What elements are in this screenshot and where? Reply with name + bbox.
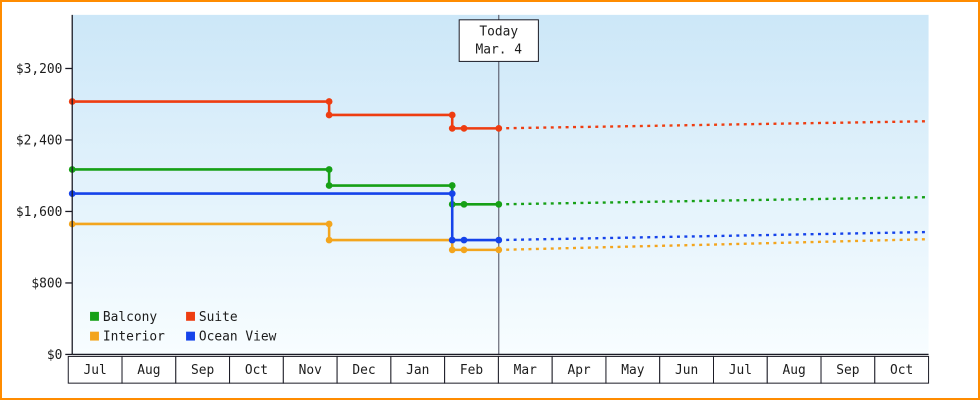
- data-point: [495, 246, 503, 254]
- data-point: [325, 98, 333, 105]
- month-cell: [874, 355, 930, 384]
- legend-label: Ocean View: [199, 330, 277, 345]
- series-balcony: [68, 166, 929, 208]
- plot-area: [72, 14, 929, 355]
- data-point: [460, 200, 468, 208]
- data-point: [325, 182, 333, 189]
- legend-label: Balcony: [103, 310, 157, 325]
- data-point: [448, 111, 456, 119]
- data-point: [460, 246, 468, 254]
- legend-swatch: [186, 331, 195, 341]
- price-forecast-line: [498, 230, 929, 242]
- month-cell: [551, 355, 607, 384]
- month-cell: [390, 355, 446, 384]
- legend-item-ocean-view: Ocean View: [186, 330, 277, 345]
- data-point: [448, 124, 456, 132]
- month-cell: [712, 355, 768, 384]
- today-label-line1: Today: [479, 25, 518, 40]
- month-label: Jan: [406, 363, 429, 378]
- data-point: [460, 124, 468, 132]
- month-label: Jul: [729, 363, 752, 378]
- data-point: [495, 124, 503, 132]
- month-label: Dec: [352, 363, 375, 378]
- month-cell: [659, 355, 714, 384]
- month-label: Apr: [567, 363, 590, 378]
- month-label: Feb: [460, 363, 483, 378]
- legend-swatch: [186, 311, 195, 321]
- month-label: Jun: [675, 363, 698, 378]
- data-point: [495, 236, 503, 244]
- legend: Balcony Suite Interior Ocean View: [90, 310, 277, 345]
- month-label: Mar: [514, 363, 537, 378]
- data-point: [448, 246, 456, 254]
- data-point: [448, 190, 456, 197]
- legend-item-interior: Interior: [90, 330, 165, 345]
- y-tick-label: $0: [47, 348, 62, 363]
- month-label: Sep: [191, 363, 214, 378]
- month-label: Nov: [299, 363, 322, 378]
- month-label: Aug: [783, 363, 806, 378]
- y-tick-label: $800: [31, 276, 62, 291]
- month-cell: [282, 355, 338, 384]
- legend-label: Suite: [199, 310, 238, 325]
- legend-swatch: [90, 311, 99, 321]
- month-label: Aug: [137, 363, 160, 378]
- month-label: Sep: [836, 363, 859, 378]
- legend-label: Interior: [103, 330, 165, 345]
- month-cell: [336, 355, 392, 384]
- data-point: [325, 220, 333, 228]
- legend-swatch: [90, 331, 99, 341]
- series-suite: [68, 98, 929, 132]
- price-forecast-line: [498, 237, 929, 252]
- month-cell: [820, 355, 876, 384]
- month-cell: [766, 355, 822, 384]
- month-cell: [605, 355, 661, 384]
- price-forecast-line: [498, 195, 929, 206]
- month-cell: [229, 355, 284, 384]
- data-point: [448, 236, 456, 244]
- legend-item-balcony: Balcony: [90, 310, 157, 325]
- month-cell: [121, 355, 177, 384]
- today-label-box: Today Mar. 4: [458, 19, 539, 62]
- today-box-rect: [458, 19, 539, 62]
- price-forecast-line: [498, 120, 929, 130]
- series-ocean-view: [68, 190, 929, 244]
- data-point: [448, 182, 456, 189]
- today-label-line2: Mar. 4: [476, 42, 523, 57]
- month-label: Oct: [890, 363, 913, 378]
- y-tick-label: $2,400: [16, 133, 62, 148]
- data-point: [325, 166, 333, 173]
- month-label: Oct: [245, 363, 268, 378]
- data-point: [460, 236, 468, 244]
- data-point: [325, 236, 333, 244]
- data-point: [325, 111, 333, 119]
- month-label: May: [621, 363, 644, 378]
- legend-item-suite: Suite: [186, 310, 238, 325]
- y-tick-label: $3,200: [16, 62, 62, 77]
- month-label: Jul: [84, 363, 107, 378]
- y-tick-label: $1,600: [16, 205, 62, 220]
- data-point: [495, 200, 503, 208]
